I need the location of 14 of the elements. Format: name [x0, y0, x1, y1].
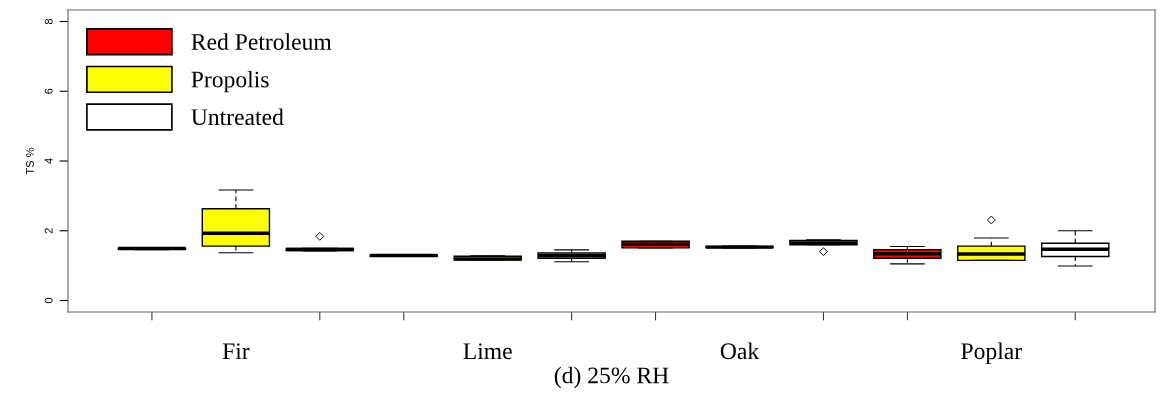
y-tick-label: 2	[44, 228, 53, 234]
y-tick-label: 6	[44, 88, 53, 94]
legend-label: Untreated	[191, 108, 284, 126]
y-tick-label: 4	[44, 158, 53, 164]
x-tick-label: Fir	[222, 343, 250, 359]
x-tick-label: Oak	[720, 342, 760, 360]
y-tick-label: 8	[44, 18, 53, 25]
y-tick-label: 0	[44, 297, 53, 304]
x-tick-label: Poplar	[961, 342, 1022, 364]
legend-label: Propolis	[191, 70, 269, 93]
legend-label: Red Petroleum	[191, 33, 332, 50]
x-tick-label: Lime	[463, 343, 512, 360]
x-axis-title: (d) 25% RH	[554, 366, 669, 389]
y-axis-title: TS %	[26, 147, 34, 175]
